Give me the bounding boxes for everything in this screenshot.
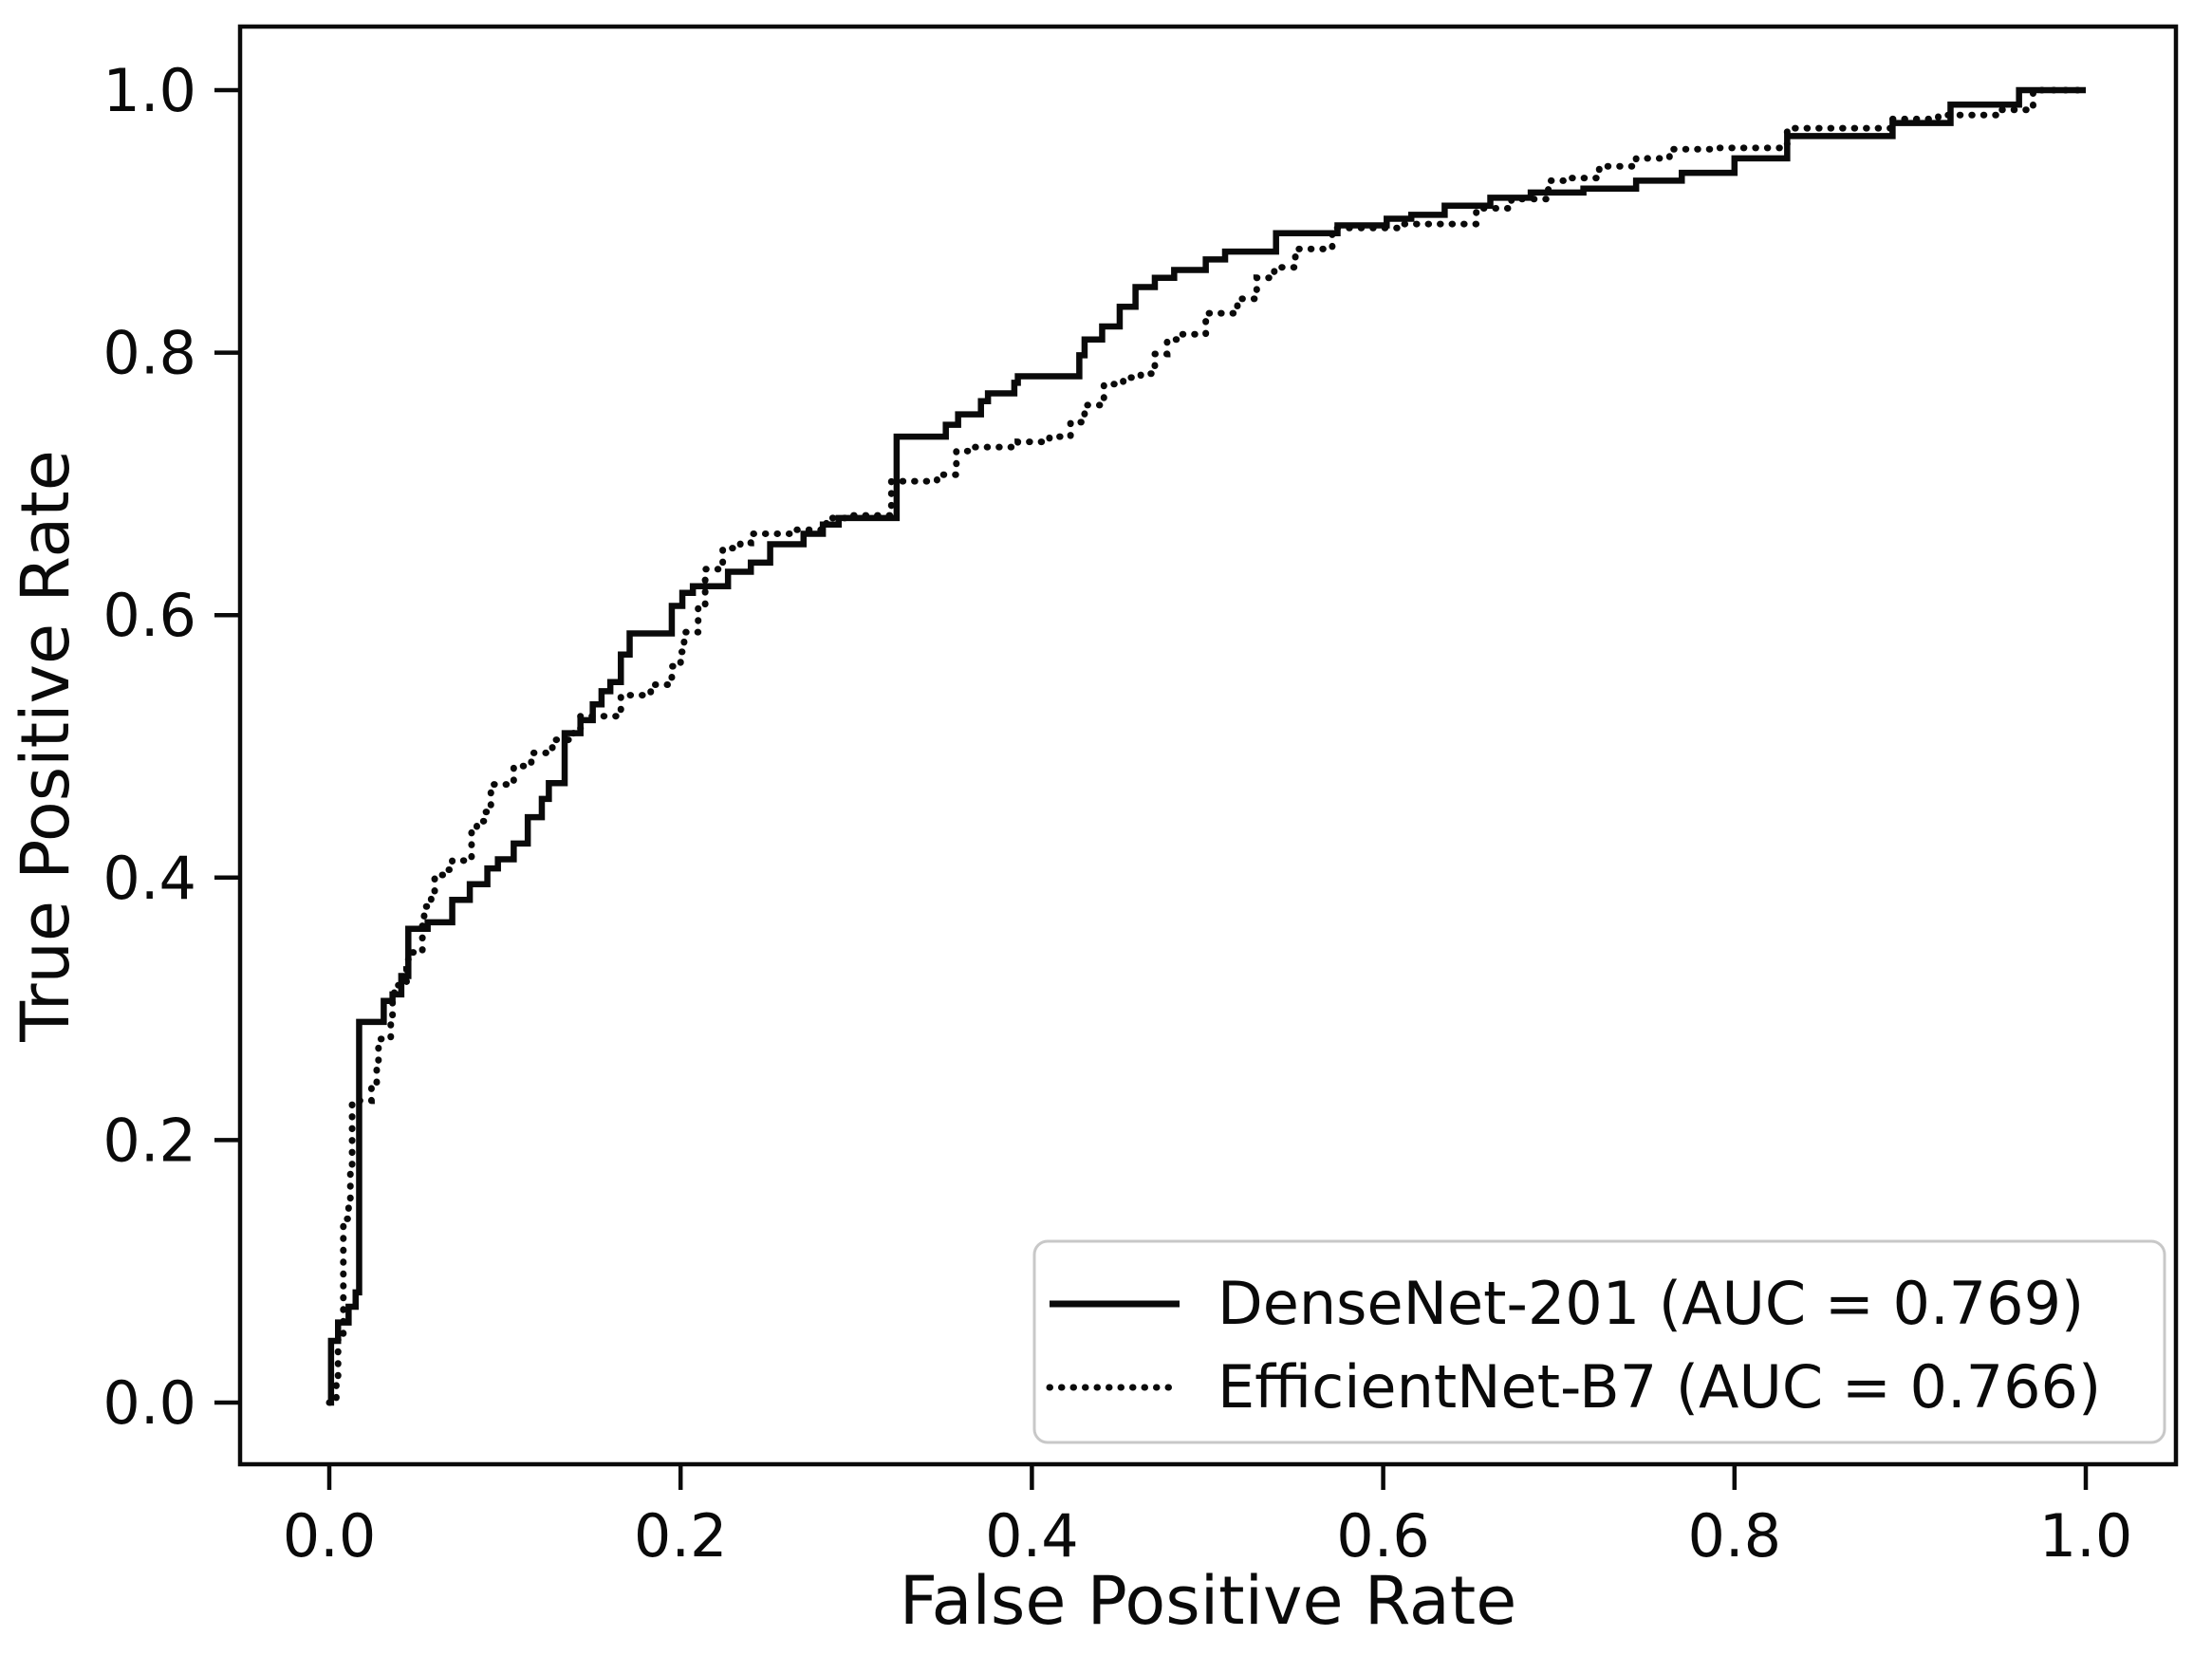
roc-curve-efficientnetb7: [325, 86, 2090, 1406]
x-tick-label: 0.4: [985, 1501, 1079, 1571]
x-tick-label: 0.2: [634, 1501, 728, 1571]
y-tick-label: 0.2: [102, 1106, 196, 1175]
legend-box: [1032, 1239, 2166, 1444]
y-tick-label: 0.0: [102, 1368, 196, 1438]
y-tick-label: 1.0: [102, 56, 196, 125]
x-tick-label: 1.0: [2039, 1501, 2133, 1571]
plot-border: [237, 24, 2179, 1467]
x-tick-label: 0.0: [283, 1501, 377, 1571]
y-tick-label: 0.8: [102, 319, 196, 388]
y-tick-label: 0.4: [102, 844, 196, 913]
legend-label-efficientnet: EfficientNet-B7 (AUC = 0.766): [1218, 1352, 2102, 1422]
x-axis-label: False Positive Rate: [899, 1562, 1517, 1640]
x-tick-label: 0.8: [1687, 1501, 1781, 1571]
y-axis-label: True Positive Rate: [7, 450, 84, 1042]
roc-curve-densenet201: [327, 86, 2086, 1406]
x-tick-label: 0.6: [1336, 1501, 1430, 1571]
legend-label-densenet: DenseNet-201 (AUC = 0.769): [1218, 1269, 2085, 1338]
y-tick-label: 0.6: [102, 581, 196, 650]
